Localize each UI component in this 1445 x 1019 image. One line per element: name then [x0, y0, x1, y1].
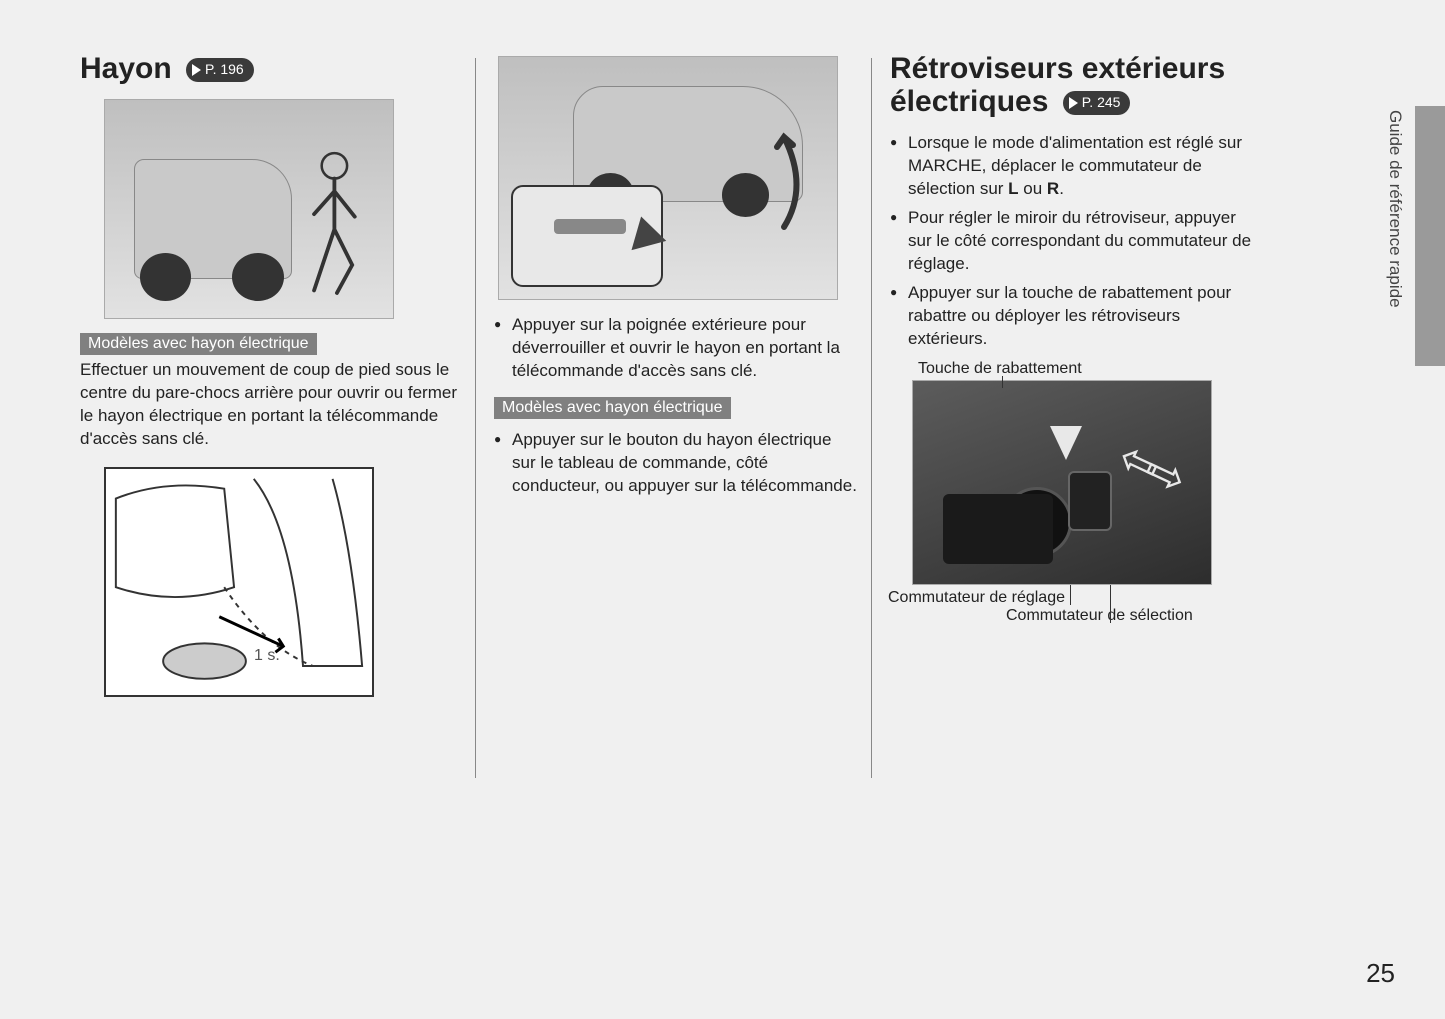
page-ref-text: P. 245 [1082, 95, 1121, 110]
page-ref-text: P. 196 [205, 62, 244, 77]
manual-page: Guide de référence rapide Hayon P. 196 [0, 0, 1445, 1019]
column-1: Hayon P. 196 [80, 52, 475, 778]
arrow-diagonal-icon: ⇦⇨ [1110, 429, 1185, 504]
mirror-adjust-bullet: Pour régler le miroir du rétroviseur, ap… [908, 207, 1255, 276]
page-reference-badge: P. 245 [1063, 91, 1131, 115]
model-variant-tag: Modèles avec hayon électrique [494, 397, 731, 419]
kick-instruction-text: Effectuer un mouvement de coup de pied s… [80, 359, 463, 451]
section-tab-label: Guide de référence rapide [1385, 110, 1405, 308]
arrow-right-icon [192, 64, 201, 76]
hayon-heading: Hayon P. 196 [80, 52, 463, 85]
power-tailgate-button-bullet: Appuyer sur le bouton du hayon électriqu… [512, 429, 857, 498]
tailgate-handle-illustration [498, 56, 838, 300]
text-fragment: . [1059, 179, 1064, 198]
content-columns: Hayon P. 196 [0, 0, 1445, 778]
mirror-fold-bullet: Appuyer sur la touche de rabattement pou… [908, 282, 1255, 351]
text-fragment: ou [1019, 179, 1047, 198]
mirror-select-bullet: Lorsque le mode d'alimentation est réglé… [908, 132, 1255, 201]
arrow-down-icon [1050, 426, 1082, 460]
hayon-title-text: Hayon [80, 52, 172, 85]
foot-motion-diagram: 1 s. [104, 467, 374, 697]
column-2: Appuyer sur la poignée extérieure pour d… [476, 52, 871, 778]
mirrors-title-text: Rétroviseurs extérieurs électriques [890, 52, 1225, 118]
model-variant-tag: Modèles avec hayon électrique [80, 333, 317, 355]
column-3: Rétroviseurs extérieurs électriques P. 2… [872, 52, 1267, 778]
r-key-label: R [1047, 179, 1059, 198]
page-reference-badge: P. 196 [186, 58, 254, 82]
arrow-right-icon [1069, 97, 1078, 109]
adjust-switch-label: Commutateur de réglage [888, 589, 1255, 607]
text-fragment: Lorsque le mode d'alimentation est réglé… [908, 133, 1242, 198]
l-key-label: L [1008, 179, 1018, 198]
mirrors-heading: Rétroviseurs extérieurs électriques P. 2… [890, 52, 1255, 118]
mirror-control-photo: ⇦⇨ [912, 380, 1212, 585]
section-tab [1415, 106, 1445, 366]
select-switch-label: Commutateur de sélection [1006, 607, 1255, 625]
kick-sensor-illustration [104, 99, 394, 319]
fold-button-label: Touche de rabattement [918, 360, 1255, 378]
page-number: 25 [1366, 958, 1395, 989]
handle-instruction-bullet: Appuyer sur la poignée extérieure pour d… [512, 314, 857, 383]
foot-duration-label: 1 s. [254, 647, 280, 665]
